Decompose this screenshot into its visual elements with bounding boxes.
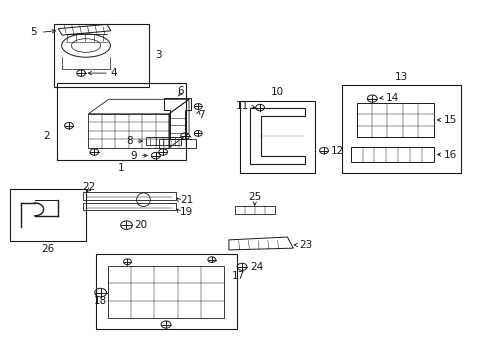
Bar	[57, 83, 185, 160]
Text: 18: 18	[94, 296, 107, 306]
Text: 14: 14	[385, 93, 398, 103]
Text: 3: 3	[155, 50, 161, 60]
Text: 5: 5	[31, 27, 37, 37]
Text: 10: 10	[270, 87, 284, 97]
Bar	[146, 137, 181, 145]
Text: 6: 6	[177, 86, 183, 96]
Text: 15: 15	[443, 115, 456, 125]
Bar	[82, 192, 176, 200]
Text: 21: 21	[180, 195, 193, 206]
Bar	[239, 101, 315, 173]
Text: 7: 7	[198, 111, 204, 121]
Text: 24: 24	[250, 262, 263, 272]
Text: 13: 13	[394, 72, 407, 82]
Bar	[159, 139, 195, 148]
Text: 23: 23	[299, 240, 312, 250]
Text: 12: 12	[330, 145, 344, 156]
Text: 1: 1	[118, 163, 124, 173]
Bar	[54, 24, 149, 87]
Bar	[350, 147, 433, 162]
Text: 9: 9	[130, 150, 137, 161]
Text: 26: 26	[41, 244, 55, 254]
Text: 20: 20	[134, 220, 147, 230]
Text: 4: 4	[110, 68, 117, 78]
Text: 17: 17	[232, 271, 245, 281]
Text: 22: 22	[81, 182, 95, 192]
Text: 11: 11	[236, 102, 249, 112]
Bar	[108, 266, 224, 318]
Bar	[88, 114, 168, 148]
Text: 19: 19	[180, 207, 193, 217]
Bar	[96, 253, 237, 329]
Text: 8: 8	[126, 136, 133, 146]
Bar	[234, 206, 274, 214]
Bar	[341, 85, 461, 173]
Bar	[356, 103, 433, 137]
Bar	[10, 189, 86, 241]
Text: 25: 25	[247, 192, 261, 202]
Bar	[82, 203, 176, 211]
Text: 16: 16	[443, 149, 456, 159]
Text: 2: 2	[43, 131, 50, 141]
